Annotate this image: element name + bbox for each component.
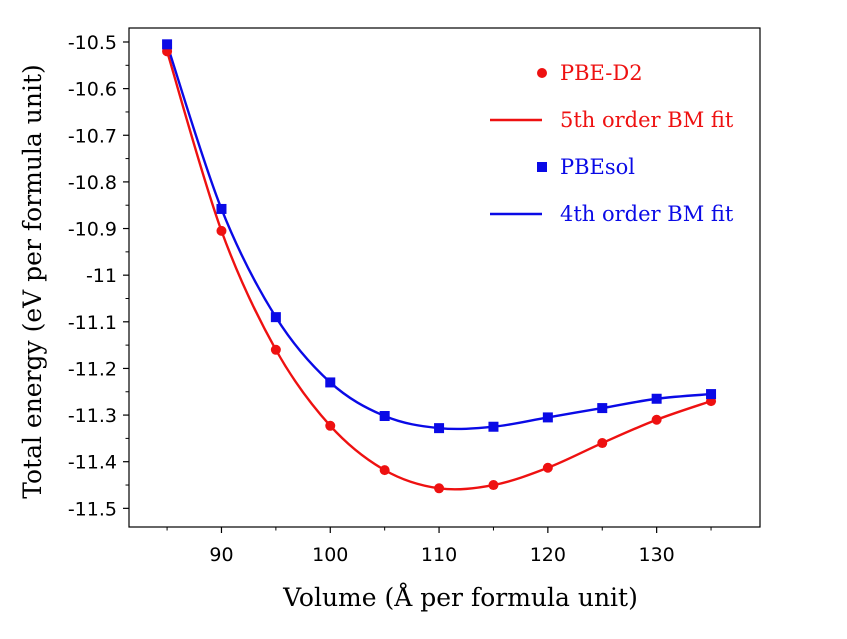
y-tick-label: -11 (86, 265, 117, 287)
data-markers (162, 39, 717, 494)
marker-PBE-D2 (542, 462, 553, 473)
marker-PBEsol (542, 412, 553, 423)
x-tick-label: 90 (209, 544, 233, 566)
y-axis-title: Total energy (eV per formula unit) (18, 64, 47, 499)
marker-PBE-D2 (325, 420, 336, 431)
y-tick-label: -10.9 (68, 219, 117, 241)
marker-PBEsol (597, 403, 608, 414)
legend-label: 4th order BM fit (560, 202, 734, 226)
marker-PBEsol (379, 411, 390, 422)
y-tick-label: -10.7 (68, 125, 117, 147)
marker-PBEsol (216, 203, 227, 214)
x-tick-label: 100 (312, 544, 348, 566)
marker-PBE-D2 (597, 438, 608, 449)
x-tick-label: 120 (530, 544, 566, 566)
legend: PBE-D2 5th order BM fit PBEsol 4th order BM… (490, 61, 734, 226)
marker-PBEsol (270, 312, 281, 323)
fit-line-2 (165, 43, 712, 431)
legend-label: 5th order BM fit (560, 108, 734, 132)
x-tick-label: 130 (639, 544, 675, 566)
y-tick-label: -10.6 (68, 79, 117, 101)
marker-PBE-D2 (488, 480, 499, 491)
y-tick-label: -10.5 (68, 32, 117, 54)
marker-PBEsol (162, 39, 173, 50)
y-tick-label: -11.4 (68, 452, 117, 474)
marker-PBE-D2 (216, 225, 227, 236)
legend-label: PBEsol (560, 155, 635, 179)
marker-PBEsol (434, 423, 445, 434)
y-tick-label: -10.8 (68, 172, 117, 194)
marker-PBEsol (706, 389, 717, 400)
marker-PBE-D2 (651, 414, 662, 425)
marker-PBE-D2 (270, 344, 281, 355)
marker-PBE-D2 (434, 483, 445, 494)
legend-marker-PBEsol (537, 162, 547, 172)
x-axis-ticks: 90 100 110 120 130 (166, 527, 712, 566)
y-tick-label: -11.5 (68, 498, 117, 520)
marker-PBE-D2 (379, 465, 390, 476)
plot-frame (128, 27, 761, 528)
marker-PBEsol (651, 393, 662, 404)
y-axis-ticks: -10.5 -10.6 -10.7 -10.8 -10.9 -11 -11.1 -11.2 -1… (68, 32, 129, 520)
legend-marker-PBE-D2 (537, 68, 547, 78)
legend-label: PBE-D2 (560, 61, 643, 85)
marker-PBEsol (488, 421, 499, 432)
x-axis-title: Volume (Å per formula unit) (282, 582, 638, 612)
y-tick-label: -11.2 (68, 358, 117, 380)
y-tick-label: -11.1 (68, 312, 117, 334)
marker-PBEsol (325, 377, 336, 388)
x-tick-label: 110 (421, 544, 457, 566)
y-tick-label: -11.3 (68, 405, 117, 427)
